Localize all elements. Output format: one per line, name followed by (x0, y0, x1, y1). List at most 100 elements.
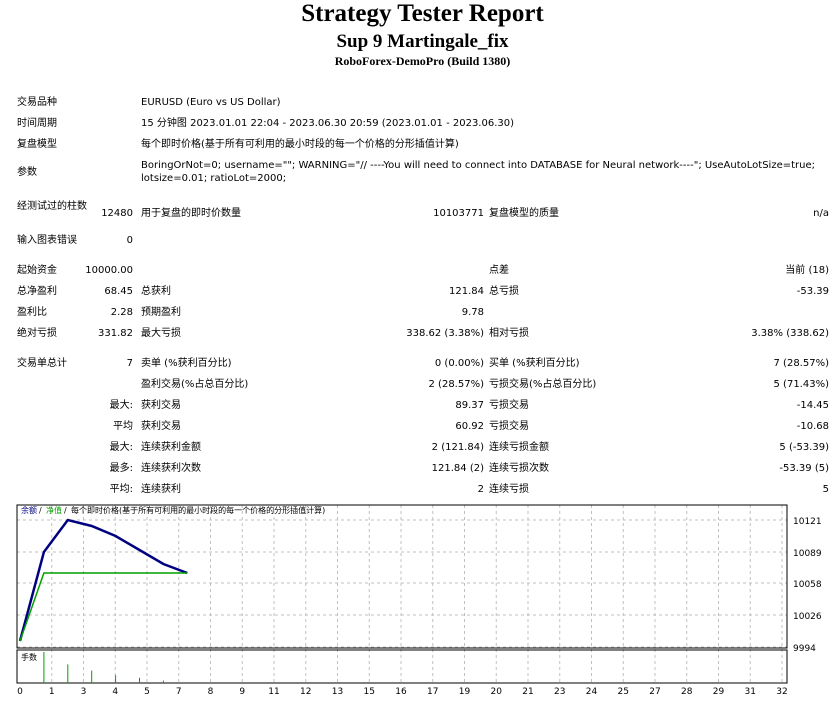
legend-sep: / (64, 506, 67, 515)
legend-equity: 净值 (46, 505, 62, 515)
stat-label: 起始资金 (17, 265, 57, 276)
x-tick-label: 24 (586, 687, 598, 697)
x-tick-label: 15 (364, 687, 375, 697)
stat-label: 连续亏损金额 (489, 442, 549, 453)
x-tick-label: 1 (49, 687, 55, 697)
stat-value: 7 (28.57%) (773, 358, 829, 369)
stat-label: 经测试过的柱数 (17, 201, 87, 212)
stat-value: 0 (126, 235, 133, 246)
x-tick-label: 12 (300, 687, 311, 697)
info-label: 复盘模型 (17, 139, 57, 150)
info-value: BoringOrNot=0; username=""; WARNING="// … (141, 160, 815, 184)
stat-label: 复盘模型的质量 (489, 208, 559, 219)
stat-value: 0 (0.00%) (434, 358, 484, 369)
x-tick-label: 21 (522, 687, 533, 697)
info-label: 参数 (17, 167, 37, 178)
x-tick-label: 17 (427, 687, 438, 697)
stat-value: 最大: (109, 442, 133, 453)
stat-label: 连续获利 (141, 484, 181, 495)
stat-label: 相对亏损 (489, 328, 529, 339)
info-value: EURUSD (Euro vs US Dollar) (141, 97, 281, 108)
x-tick-label: 19 (459, 687, 471, 697)
stat-value: 10103771 (433, 208, 484, 219)
stat-value: 2.28 (110, 307, 133, 318)
x-tick-label: 16 (395, 687, 407, 697)
x-tick-label: 27 (649, 687, 660, 697)
stat-label: 连续获利金额 (141, 442, 201, 453)
stat-value: 10000.00 (85, 265, 133, 276)
lots-label: 手数 (21, 652, 37, 662)
info-label: 时间周期 (17, 118, 57, 129)
lots-frame (16, 649, 788, 684)
stat-value: 5 (-53.39) (779, 442, 829, 453)
stat-label: 买单 (%获利百分比) (489, 358, 580, 369)
stat-value: 7 (126, 358, 133, 369)
stat-value: -10.68 (796, 421, 829, 432)
x-tick-label: 13 (332, 687, 343, 697)
x-tick-label: 32 (776, 687, 787, 697)
stat-value: 最大: (109, 400, 133, 411)
legend-balance: 余额 (21, 505, 37, 515)
legend-sep: / (39, 506, 42, 515)
stat-value: 12480 (101, 208, 133, 219)
x-tick-label: 8 (208, 687, 214, 697)
info-label: 交易品种 (17, 97, 57, 108)
stat-value: 平均 (113, 421, 133, 432)
stat-label: 总净盈利 (17, 286, 57, 297)
stat-label: 亏损交易 (489, 421, 529, 432)
stat-label: 连续亏损 (489, 484, 529, 495)
stat-label: 绝对亏损 (17, 328, 57, 339)
stat-value: -14.45 (796, 400, 829, 411)
y-tick-label: 10026 (793, 612, 822, 622)
stat-value: -53.39 (796, 286, 829, 297)
stat-value: 当前 (18) (785, 265, 829, 276)
x-tick-label: 9 (239, 687, 245, 697)
stat-value: 2 (28.57%) (428, 379, 484, 390)
stat-label: 用于复盘的即时价数量 (141, 208, 241, 219)
stat-label: 盈利比 (17, 307, 47, 318)
x-tick-label: 7 (176, 687, 182, 697)
stat-value: 9.78 (461, 307, 484, 318)
stat-label: 交易单总计 (17, 358, 67, 369)
y-tick-label: 10089 (793, 549, 822, 559)
balance-line (18, 518, 188, 642)
chart-frame (16, 504, 788, 649)
stat-value: 121.84 (449, 286, 484, 297)
y-tick-label: 10058 (793, 580, 822, 590)
stat-label: 最大亏损 (141, 328, 181, 339)
x-tick-label: 11 (268, 687, 279, 697)
stat-label: 总获利 (141, 286, 171, 297)
stat-value: 331.82 (98, 328, 133, 339)
x-tick-label: 20 (491, 687, 503, 697)
stat-value: 2 (477, 484, 484, 495)
stat-label: 获利交易 (141, 421, 181, 432)
stat-label: 亏损交易(%占总百分比) (489, 379, 597, 390)
stat-label: 亏损交易 (489, 400, 529, 411)
legend-model: 每个即时价格(基于所有可利用的最小时段的每一个价格的分形插值计算) (71, 505, 325, 515)
info-value: 15 分钟图 2023.01.01 22:04 - 2023.06.30 20:… (141, 118, 515, 129)
stat-label: 输入图表错误 (17, 235, 77, 246)
stat-value: 5 (71.43%) (773, 379, 829, 390)
stat-value: 最多: (109, 463, 133, 474)
stat-value: 3.38% (338.62) (751, 328, 829, 339)
stat-label: 连续亏损次数 (489, 463, 549, 474)
info-value: 每个即时价格(基于所有可利用的最小时段的每一个价格的分形插值计算) (141, 139, 459, 150)
strategy-name: Sup 9 Martingale_fix (336, 31, 509, 52)
x-tick-label: 23 (554, 687, 565, 697)
x-tick-label: 28 (681, 687, 693, 697)
stat-label: 卖单 (%获利百分比) (141, 358, 232, 369)
x-tick-label: 4 (112, 687, 118, 697)
stat-label: 总亏损 (489, 286, 519, 297)
x-tick-label: 5 (144, 687, 150, 697)
stat-value: 121.84 (2) (431, 463, 484, 474)
stat-value: 60.92 (455, 421, 484, 432)
y-tick-label: 9994 (793, 644, 816, 654)
server-build: RoboForex-DemoPro (Build 1380) (334, 54, 511, 68)
x-tick-label: 29 (713, 687, 725, 697)
x-tick-label: 31 (745, 687, 756, 697)
stat-label: 预期盈利 (141, 307, 181, 318)
stat-value: n/a (813, 208, 829, 219)
stat-value: 5 (822, 484, 829, 495)
stat-value: 2 (121.84) (431, 442, 484, 453)
stat-value: 89.37 (455, 400, 484, 411)
